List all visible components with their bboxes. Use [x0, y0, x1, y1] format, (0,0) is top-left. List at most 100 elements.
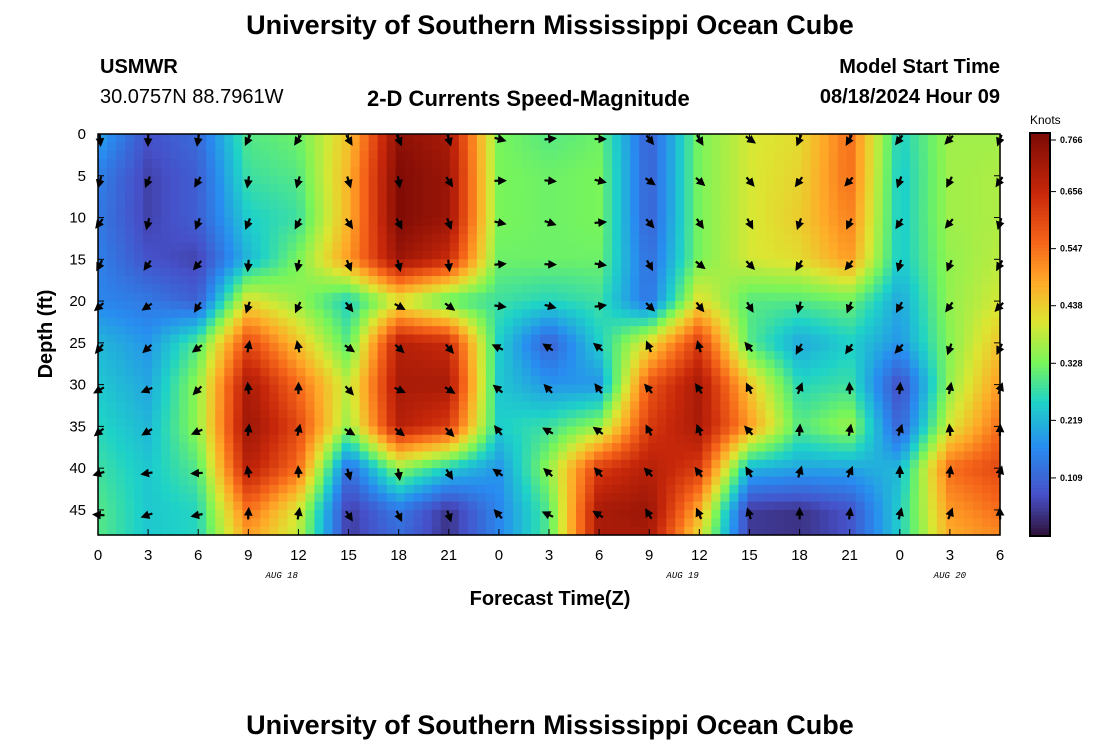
- heatmap-cell: [756, 259, 767, 269]
- heatmap-cell: [269, 292, 279, 302]
- heatmap-cell: [314, 284, 325, 294]
- heatmap-cell: [134, 376, 144, 386]
- heatmap-cell: [503, 476, 514, 486]
- heatmap-cell: [233, 526, 243, 536]
- heatmap-cell: [458, 518, 469, 528]
- heatmap-cell: [828, 518, 839, 528]
- heatmap-cell: [549, 184, 559, 194]
- heatmap-cell: [476, 359, 487, 369]
- heatmap-cell: [503, 518, 514, 528]
- current-arrow: [344, 301, 354, 313]
- heatmap-cell: [260, 484, 270, 494]
- heatmap-cell: [269, 250, 279, 260]
- heatmap-cell: [206, 292, 216, 302]
- heatmap-cell: [918, 225, 929, 235]
- heatmap-cell: [639, 359, 649, 369]
- heatmap-cell: [693, 326, 703, 336]
- heatmap-cell: [765, 209, 776, 219]
- heatmap-cell: [404, 334, 415, 344]
- current-arrow: [593, 467, 603, 478]
- heatmap-cell: [251, 267, 261, 277]
- heatmap-cell: [341, 409, 352, 419]
- heatmap-cell: [494, 142, 505, 152]
- heatmap-cell: [251, 167, 261, 177]
- heatmap-cell: [116, 501, 126, 511]
- heatmap-cell: [720, 334, 730, 344]
- heatmap-cell: [467, 259, 478, 269]
- heatmap-cell: [260, 250, 270, 260]
- heatmap-cell: [125, 418, 135, 427]
- current-arrow: [695, 423, 704, 436]
- heatmap-cell: [657, 401, 667, 411]
- heatmap-cell: [296, 242, 307, 252]
- heatmap-cell: [188, 501, 198, 511]
- heatmap-cell: [828, 451, 839, 461]
- heatmap-cell: [170, 309, 180, 319]
- heatmap-cell: [711, 192, 721, 202]
- heatmap-cell: [314, 209, 325, 219]
- heatmap-cell: [801, 401, 812, 411]
- heatmap-cell: [386, 392, 397, 402]
- heatmap-cell: [612, 326, 622, 336]
- heatmap-cell: [963, 150, 974, 160]
- heatmap-cell: [494, 518, 505, 528]
- heatmap-cell: [792, 209, 803, 219]
- heatmap-cell: [116, 434, 126, 444]
- heatmap-cell: [594, 334, 604, 344]
- heatmap-cell: [476, 267, 487, 277]
- heatmap-cell: [314, 351, 325, 361]
- heatmap-cell: [882, 384, 893, 394]
- heatmap-cell: [945, 359, 956, 369]
- heatmap-cell: [332, 501, 343, 511]
- heatmap-cell: [612, 292, 622, 302]
- heatmap-cell: [729, 401, 740, 411]
- current-arrow: [444, 343, 455, 354]
- heatmap-cell: [395, 334, 406, 344]
- heatmap-cell: [747, 167, 758, 177]
- heatmap-cell: [756, 384, 767, 394]
- heatmap-cell: [368, 184, 379, 194]
- heatmap-cell: [702, 134, 712, 143]
- heatmap-cell: [305, 409, 316, 419]
- heatmap-cell: [296, 317, 307, 327]
- heatmap-cell: [846, 326, 857, 336]
- heatmap-cell: [747, 284, 758, 294]
- heatmap-cell: [251, 250, 261, 260]
- heatmap-cell: [711, 426, 721, 436]
- heatmap-cell: [134, 175, 144, 185]
- heatmap-cell: [873, 426, 884, 436]
- heatmap-cell: [260, 159, 270, 169]
- heatmap-cell: [756, 142, 767, 152]
- heatmap-cell: [639, 200, 649, 210]
- heatmap-cell: [152, 392, 162, 402]
- heatmap-cell: [107, 526, 117, 536]
- heatmap-cell: [873, 292, 884, 302]
- heatmap-cell: [846, 250, 857, 260]
- heatmap-cell: [630, 134, 640, 143]
- heatmap-cell: [278, 209, 289, 219]
- heatmap-cell: [909, 301, 920, 311]
- heatmap-cell: [621, 418, 631, 427]
- heatmap-cell: [891, 451, 902, 461]
- current-arrow: [444, 385, 456, 394]
- heatmap-cell: [567, 401, 577, 411]
- heatmap-cell: [792, 326, 803, 336]
- heatmap-cell: [179, 134, 189, 143]
- heatmap-cell: [134, 150, 144, 160]
- heatmap-cell: [990, 142, 1001, 152]
- heatmap-cell: [693, 267, 703, 277]
- current-arrow: [895, 259, 905, 272]
- current-arrow: [444, 259, 454, 273]
- heatmap-cell: [125, 292, 135, 302]
- heatmap-cell: [990, 326, 1001, 336]
- heatmap-cell: [476, 209, 487, 219]
- heatmap-cell: [774, 175, 785, 185]
- heatmap-cell: [188, 443, 198, 453]
- heatmap-cell: [215, 276, 225, 285]
- current-arrow: [695, 176, 706, 187]
- heatmap-cell: [449, 142, 460, 152]
- heatmap-cell: [675, 501, 685, 511]
- heatmap-cell: [612, 401, 622, 411]
- heatmap-cell: [639, 326, 649, 336]
- heatmap-cell: [539, 401, 550, 411]
